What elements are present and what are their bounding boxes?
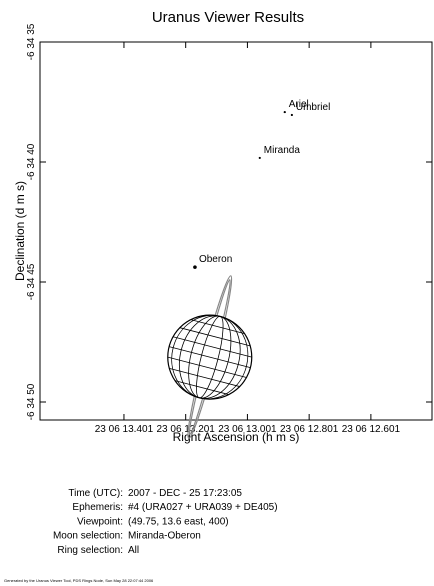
- info-value: All: [128, 545, 139, 556]
- y-tick-label: -6 34 35: [26, 23, 37, 60]
- info-key: Ring selection:: [57, 545, 123, 556]
- info-key: Time (UTC):: [68, 488, 123, 499]
- x-tick-label: 23 06 13.001: [218, 424, 277, 435]
- moon: [193, 265, 197, 269]
- planet: [159, 274, 261, 440]
- y-axis-label: Declination (d m s): [13, 181, 27, 281]
- chart-title: Uranus Viewer Results: [152, 9, 304, 26]
- info-value: #4 (URA027 + URA039 + DE405): [128, 502, 278, 513]
- info-value: Miranda-Oberon: [128, 531, 201, 542]
- y-tick-label: -6 34 50: [26, 383, 37, 420]
- moon-label: Umbriel: [296, 102, 330, 113]
- footer: Generated by the Uranus Viewer Tool, PDS…: [4, 578, 154, 583]
- x-tick-label: 23 06 13.201: [156, 424, 215, 435]
- info-value: 2007 - DEC - 25 17:23:05: [128, 488, 242, 499]
- info-key: Moon selection:: [53, 531, 123, 542]
- x-tick-label: 23 06 12.601: [342, 424, 401, 435]
- moon-label: Oberon: [199, 254, 232, 265]
- moon: [291, 114, 293, 116]
- moon: [284, 111, 286, 113]
- y-tick-label: -6 34 45: [26, 263, 37, 300]
- moon: [259, 157, 261, 159]
- y-tick-label: -6 34 40: [26, 143, 37, 180]
- info-value: (49.75, 13.6 east, 400): [128, 516, 229, 527]
- x-tick-label: 23 06 12.801: [280, 424, 339, 435]
- moon-label: Miranda: [264, 145, 301, 156]
- x-tick-label: 23 06 13.401: [95, 424, 154, 435]
- page: Uranus Viewer Results Right Ascension (h…: [0, 0, 434, 586]
- info-key: Ephemeris:: [72, 502, 123, 513]
- info-key: Viewpoint:: [77, 516, 123, 527]
